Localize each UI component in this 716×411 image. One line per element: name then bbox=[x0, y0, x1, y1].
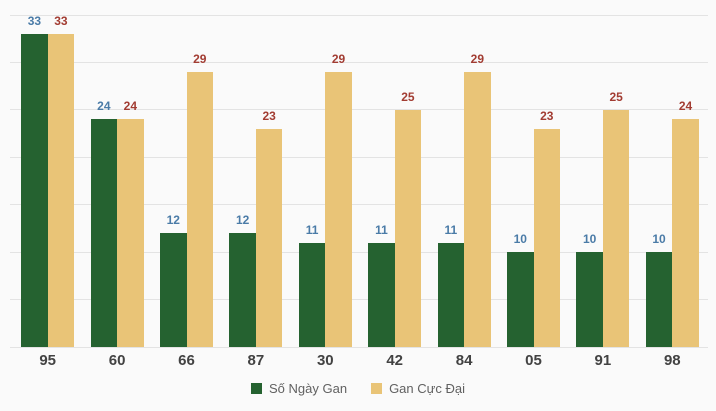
value-label-so-ngay-gan-66: 12 bbox=[166, 213, 180, 228]
bar-gan-cuc-ai-91[interactable] bbox=[602, 109, 630, 347]
x-axis-label-66: 66 bbox=[178, 352, 195, 369]
bar-gan-cuc-ai-60[interactable] bbox=[117, 119, 144, 347]
gridline-10 bbox=[10, 251, 708, 253]
value-label-so-ngay-gan-42: 11 bbox=[375, 222, 388, 237]
value-label-gan-cuc-ai-66: 29 bbox=[193, 51, 207, 66]
value-label-gan-cuc-ai-30: 29 bbox=[331, 51, 346, 66]
gridline-20 bbox=[10, 156, 708, 158]
x-axis-label-30: 30 bbox=[316, 352, 334, 369]
bar-so-ngay-gan-95[interactable] bbox=[21, 33, 48, 347]
bar-so-ngay-gan-66[interactable] bbox=[160, 233, 187, 347]
value-label-so-ngay-gan-91: 10 bbox=[582, 232, 597, 247]
bar-so-ngay-gan-30[interactable] bbox=[298, 242, 326, 347]
x-axis-label-60: 60 bbox=[108, 352, 126, 369]
value-label-gan-cuc-ai-95: 33 bbox=[54, 13, 68, 28]
bar-gan-cuc-ai-42[interactable] bbox=[394, 109, 422, 347]
value-label-so-ngay-gan-30: 11 bbox=[305, 222, 319, 237]
bar-gan-cuc-ai-84[interactable] bbox=[464, 71, 491, 347]
x-axis-label-84: 84 bbox=[455, 352, 473, 369]
value-label-so-ngay-gan-87: 12 bbox=[235, 213, 250, 228]
bar-gan-cuc-ai-30[interactable] bbox=[325, 71, 352, 347]
bar-so-ngay-gan-60[interactable] bbox=[90, 119, 118, 347]
gridline-5 bbox=[10, 299, 708, 301]
bar-so-ngay-gan-84[interactable] bbox=[437, 242, 465, 347]
value-label-so-ngay-gan-60: 24 bbox=[97, 99, 111, 114]
bar-so-ngay-gan-42[interactable] bbox=[368, 242, 395, 347]
value-label-so-ngay-gan-95: 33 bbox=[27, 13, 42, 28]
value-label-so-ngay-gan-98: 10 bbox=[652, 232, 666, 247]
x-axis-label-98: 98 bbox=[663, 352, 681, 369]
legend-item-gan-cuc-dai: Gan Cực Đại bbox=[371, 381, 465, 396]
legend-item-so-ngay-gan: Số Ngày Gan bbox=[251, 381, 347, 396]
value-label-gan-cuc-ai-87: 23 bbox=[262, 108, 276, 123]
value-label-gan-cuc-ai-60: 24 bbox=[123, 99, 138, 114]
legend-swatch-so-ngay-gan bbox=[251, 383, 263, 394]
x-axis-label-87: 87 bbox=[247, 352, 265, 369]
value-label-gan-cuc-ai-84: 29 bbox=[470, 51, 485, 66]
bar-gan-cuc-ai-95[interactable] bbox=[47, 33, 75, 347]
gridline-35 bbox=[10, 14, 708, 16]
value-label-gan-cuc-ai-91: 25 bbox=[609, 89, 623, 104]
legend-label-gan-cuc-dai: Gan Cực Đại bbox=[389, 381, 465, 396]
value-label-gan-cuc-ai-42: 25 bbox=[401, 89, 415, 104]
value-label-gan-cuc-ai-98: 24 bbox=[678, 99, 693, 114]
x-axis-label-05: 05 bbox=[525, 352, 542, 369]
gridline-15 bbox=[10, 204, 708, 206]
legend-label-so-ngay-gan: Số Ngày Gan bbox=[269, 381, 348, 396]
bar-so-ngay-gan-98[interactable] bbox=[645, 252, 673, 347]
x-axis-label-95: 95 bbox=[39, 352, 57, 369]
bar-gan-cuc-ai-98[interactable] bbox=[672, 119, 699, 347]
bar-so-ngay-gan-87[interactable] bbox=[229, 233, 256, 347]
legend-swatch-gan-cuc-dai bbox=[371, 383, 383, 394]
bar-gan-cuc-ai-05[interactable] bbox=[533, 128, 560, 347]
gridline-30 bbox=[10, 61, 708, 63]
gridline-0 bbox=[10, 346, 708, 348]
bar-so-ngay-gan-05[interactable] bbox=[507, 252, 534, 347]
value-label-so-ngay-gan-05: 10 bbox=[513, 232, 527, 247]
bar-gan-cuc-ai-66[interactable] bbox=[186, 71, 213, 347]
value-label-so-ngay-gan-84: 11 bbox=[444, 222, 458, 237]
bar-gan-cuc-ai-87[interactable] bbox=[255, 128, 283, 347]
gridline-25 bbox=[10, 109, 708, 111]
bar-so-ngay-gan-91[interactable] bbox=[576, 252, 603, 347]
legend: Số Ngày Gan Gan Cực Đại bbox=[0, 381, 716, 396]
x-axis-label-91: 91 bbox=[594, 352, 612, 369]
x-axis-label-42: 42 bbox=[386, 352, 404, 369]
value-label-gan-cuc-ai-05: 23 bbox=[540, 108, 554, 123]
